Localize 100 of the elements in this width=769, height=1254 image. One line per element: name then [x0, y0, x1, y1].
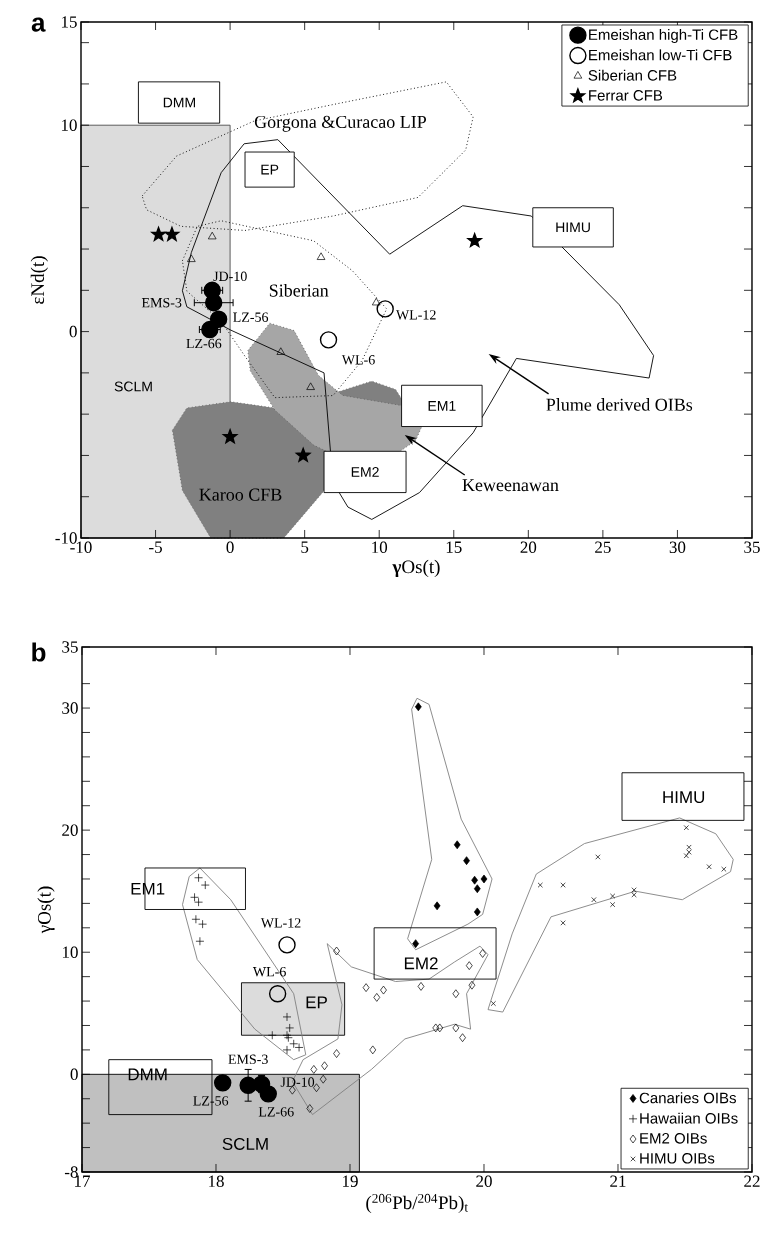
- point: [380, 985, 387, 995]
- point: [376, 300, 394, 318]
- chart-title: a: [31, 17, 46, 32]
- legend-label: Canaries OIBs: [639, 1092, 736, 1104]
- x-tick-label: 22: [744, 1175, 760, 1187]
- point: [333, 946, 340, 956]
- annotation: Plume derived OIBs: [546, 398, 693, 411]
- x-axis-title: ($^{206}$Pb/$^{204}$Pb)$_{t}$: [366, 1193, 468, 1214]
- annotation: Keweenawan: [462, 479, 559, 492]
- point: [333, 1049, 340, 1058]
- point: [591, 897, 597, 903]
- point: [201, 320, 219, 339]
- point: [187, 254, 196, 262]
- point: [433, 901, 441, 911]
- y-tick-label: 0: [69, 325, 77, 338]
- point: [468, 980, 476, 990]
- point: [436, 1023, 444, 1033]
- annotation: Siberian: [269, 283, 329, 297]
- point: [207, 231, 217, 240]
- point: [164, 226, 180, 241]
- point: [306, 382, 315, 390]
- point: [306, 1104, 314, 1113]
- annotation: EM2: [351, 467, 379, 477]
- point: [198, 919, 207, 929]
- point: [371, 297, 381, 306]
- annotation: EM2: [404, 957, 438, 970]
- point: [473, 884, 481, 894]
- x-tick-label: 35: [744, 541, 760, 553]
- annotation: JD-10: [213, 271, 247, 282]
- point: [683, 825, 689, 831]
- chart-title: b: [32, 642, 46, 662]
- point: [321, 1061, 328, 1071]
- y-axis-title: εNd(t): [30, 256, 48, 304]
- point: [463, 856, 470, 866]
- point: [432, 1023, 440, 1033]
- y-tick-label: 10: [62, 946, 78, 958]
- annotation: EP: [306, 996, 327, 1009]
- point: [369, 1045, 377, 1055]
- point: [452, 1023, 460, 1033]
- point: [151, 226, 166, 241]
- y-tick-label: 15: [61, 16, 77, 28]
- annotation: LZ-56: [233, 312, 269, 322]
- point: [683, 853, 689, 859]
- point: [686, 844, 692, 850]
- point: [471, 875, 478, 885]
- point: [268, 985, 287, 1003]
- annotation: WL-6: [252, 967, 286, 977]
- annotation: Gorgona &Curacao LIP: [254, 115, 427, 132]
- y-tick-label: 10: [61, 119, 77, 131]
- x-tick-label: -5: [149, 541, 162, 553]
- point: [610, 893, 616, 899]
- x-tick-label: 19: [342, 1175, 358, 1187]
- annotation: LZ-66: [258, 1107, 294, 1117]
- x-tick-label: 18: [208, 1175, 224, 1187]
- annotation: Karoo CFB: [199, 488, 282, 501]
- x-tick-label: 15: [446, 541, 462, 553]
- annotation: LZ-66: [186, 338, 222, 349]
- point: [452, 989, 460, 999]
- annotation: HIMU: [663, 791, 705, 804]
- point: [631, 887, 637, 893]
- point: [412, 939, 420, 949]
- point: [479, 949, 486, 958]
- point: [480, 874, 488, 884]
- x-tick-label: 0: [226, 541, 234, 554]
- point: [259, 1085, 277, 1103]
- annotation: EM1: [131, 882, 165, 895]
- annotation: EMS-3: [228, 1054, 268, 1065]
- annotation: SCLM: [222, 1137, 268, 1150]
- point: [276, 347, 286, 355]
- legend-label: HIMU OIBs: [640, 1152, 715, 1164]
- point: [560, 882, 566, 888]
- x-tick-label: 20: [520, 541, 537, 554]
- y-tick-label: 30: [62, 702, 78, 714]
- point: [285, 1023, 295, 1033]
- point: [282, 1012, 292, 1022]
- point: [278, 936, 296, 954]
- x-tick-label: 10: [372, 541, 388, 554]
- point: [319, 331, 338, 349]
- point: [490, 1000, 496, 1007]
- point: [200, 880, 210, 890]
- point: [222, 429, 238, 444]
- point: [560, 920, 566, 926]
- point: [373, 993, 381, 1002]
- annotation: WL-6: [341, 355, 375, 365]
- legend-label: EM2 OIBs: [640, 1133, 707, 1144]
- point: [319, 1074, 327, 1084]
- x-tick-label: 21: [610, 1175, 626, 1187]
- point: [214, 1074, 232, 1092]
- annotation: EP: [261, 164, 279, 175]
- legend-label: Ferrar CFB: [589, 90, 663, 101]
- point: [473, 907, 481, 917]
- point: [610, 902, 616, 908]
- point: [313, 1083, 320, 1093]
- annotation: HIMU: [556, 222, 590, 233]
- point: [453, 840, 461, 850]
- point: [362, 983, 370, 992]
- point: [414, 702, 422, 712]
- point: [595, 854, 601, 860]
- annotation: LZ-56: [193, 1096, 229, 1106]
- annotation: EMS-3: [141, 298, 182, 308]
